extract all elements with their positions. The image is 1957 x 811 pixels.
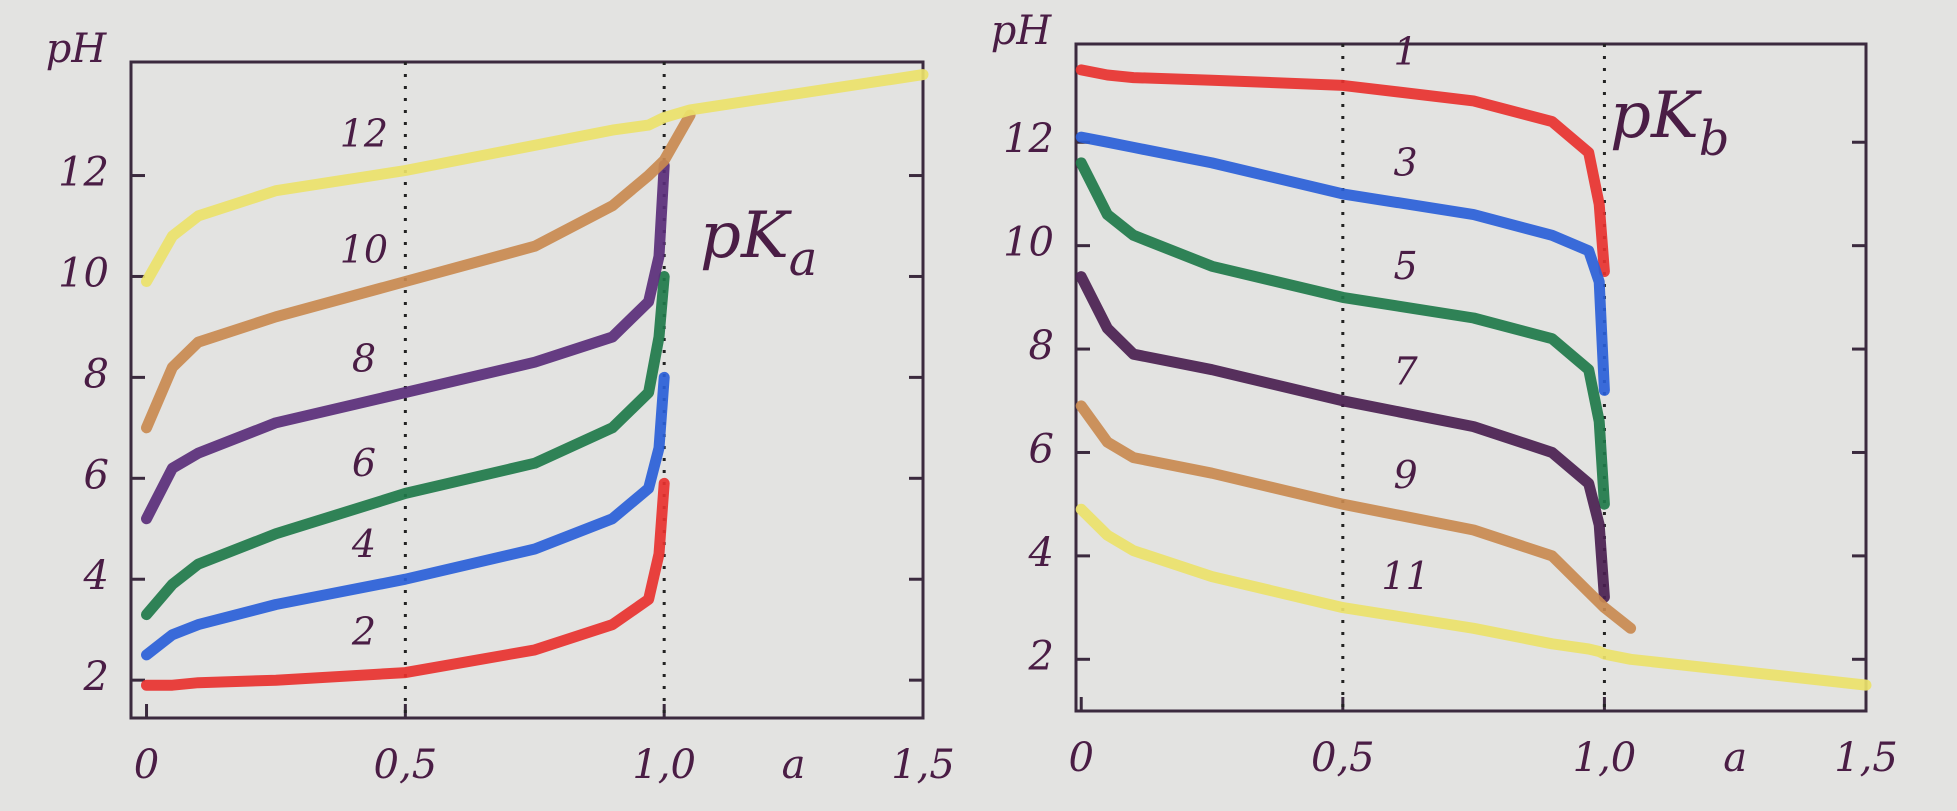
curve bbox=[1075, 400, 1637, 634]
curve bbox=[141, 109, 696, 434]
series-label: 1 bbox=[1394, 29, 1418, 73]
x-tick-label: 0 bbox=[1069, 735, 1094, 781]
curve bbox=[141, 159, 670, 525]
x-tick-label: 1,0 bbox=[632, 742, 696, 788]
y-tick-label: 12 bbox=[58, 150, 109, 196]
series-label: 8 bbox=[352, 337, 376, 381]
x-tick-label: 0 bbox=[134, 742, 159, 788]
curve bbox=[1075, 271, 1610, 603]
y-tick-label: 10 bbox=[58, 250, 109, 296]
y-tick-label: 6 bbox=[84, 452, 109, 498]
y-axis-label: pH bbox=[991, 8, 1053, 54]
curve bbox=[141, 371, 670, 661]
y-tick-label: 4 bbox=[1028, 530, 1054, 576]
curve bbox=[1075, 503, 1872, 691]
y-tick-label: 2 bbox=[83, 654, 109, 700]
series-label: 4 bbox=[351, 522, 376, 566]
curve bbox=[1075, 64, 1610, 277]
plot-frame bbox=[129, 60, 925, 720]
curve bbox=[141, 477, 670, 691]
curve bbox=[1075, 131, 1610, 396]
curve bbox=[141, 271, 670, 621]
annotation-subscript: b bbox=[1699, 111, 1730, 167]
annotation: pKb bbox=[1610, 79, 1730, 167]
x-tick-label: 1,5 bbox=[1834, 735, 1898, 781]
y-tick-label: 6 bbox=[1029, 426, 1054, 472]
series-label: 3 bbox=[1394, 140, 1418, 184]
series-label: 9 bbox=[1394, 453, 1418, 497]
series-label: 12 bbox=[340, 111, 388, 155]
x-axis-label: a bbox=[782, 742, 806, 788]
series-label: 5 bbox=[1394, 244, 1418, 288]
plot-frame bbox=[1074, 42, 1868, 713]
annotation-text: pK bbox=[1610, 79, 1702, 153]
series-label: 6 bbox=[352, 441, 376, 485]
x-axis-label: a bbox=[1723, 735, 1747, 781]
series-label: 11 bbox=[1381, 554, 1429, 598]
y-tick-label: 4 bbox=[83, 553, 109, 599]
x-tick-label: 0,5 bbox=[1311, 735, 1375, 781]
series-label: 7 bbox=[1394, 350, 1419, 394]
curve bbox=[141, 69, 929, 287]
y-axis-label: pH bbox=[46, 26, 108, 72]
x-tick-label: 1,0 bbox=[1573, 735, 1637, 781]
y-tick-label: 8 bbox=[1029, 323, 1054, 369]
series-label: 2 bbox=[351, 610, 376, 654]
curve bbox=[1075, 157, 1610, 510]
y-tick-label: 10 bbox=[1003, 220, 1054, 266]
annotation: pKa bbox=[700, 199, 817, 287]
annotation-text: pK bbox=[700, 199, 792, 273]
x-tick-label: 1,5 bbox=[891, 742, 955, 788]
annotation-subscript: a bbox=[789, 231, 818, 287]
y-tick-label: 2 bbox=[1028, 633, 1054, 679]
y-tick-label: 8 bbox=[84, 351, 109, 397]
series-label: 10 bbox=[340, 227, 388, 271]
x-tick-label: 0,5 bbox=[374, 742, 438, 788]
y-tick-label: 12 bbox=[1003, 116, 1054, 162]
